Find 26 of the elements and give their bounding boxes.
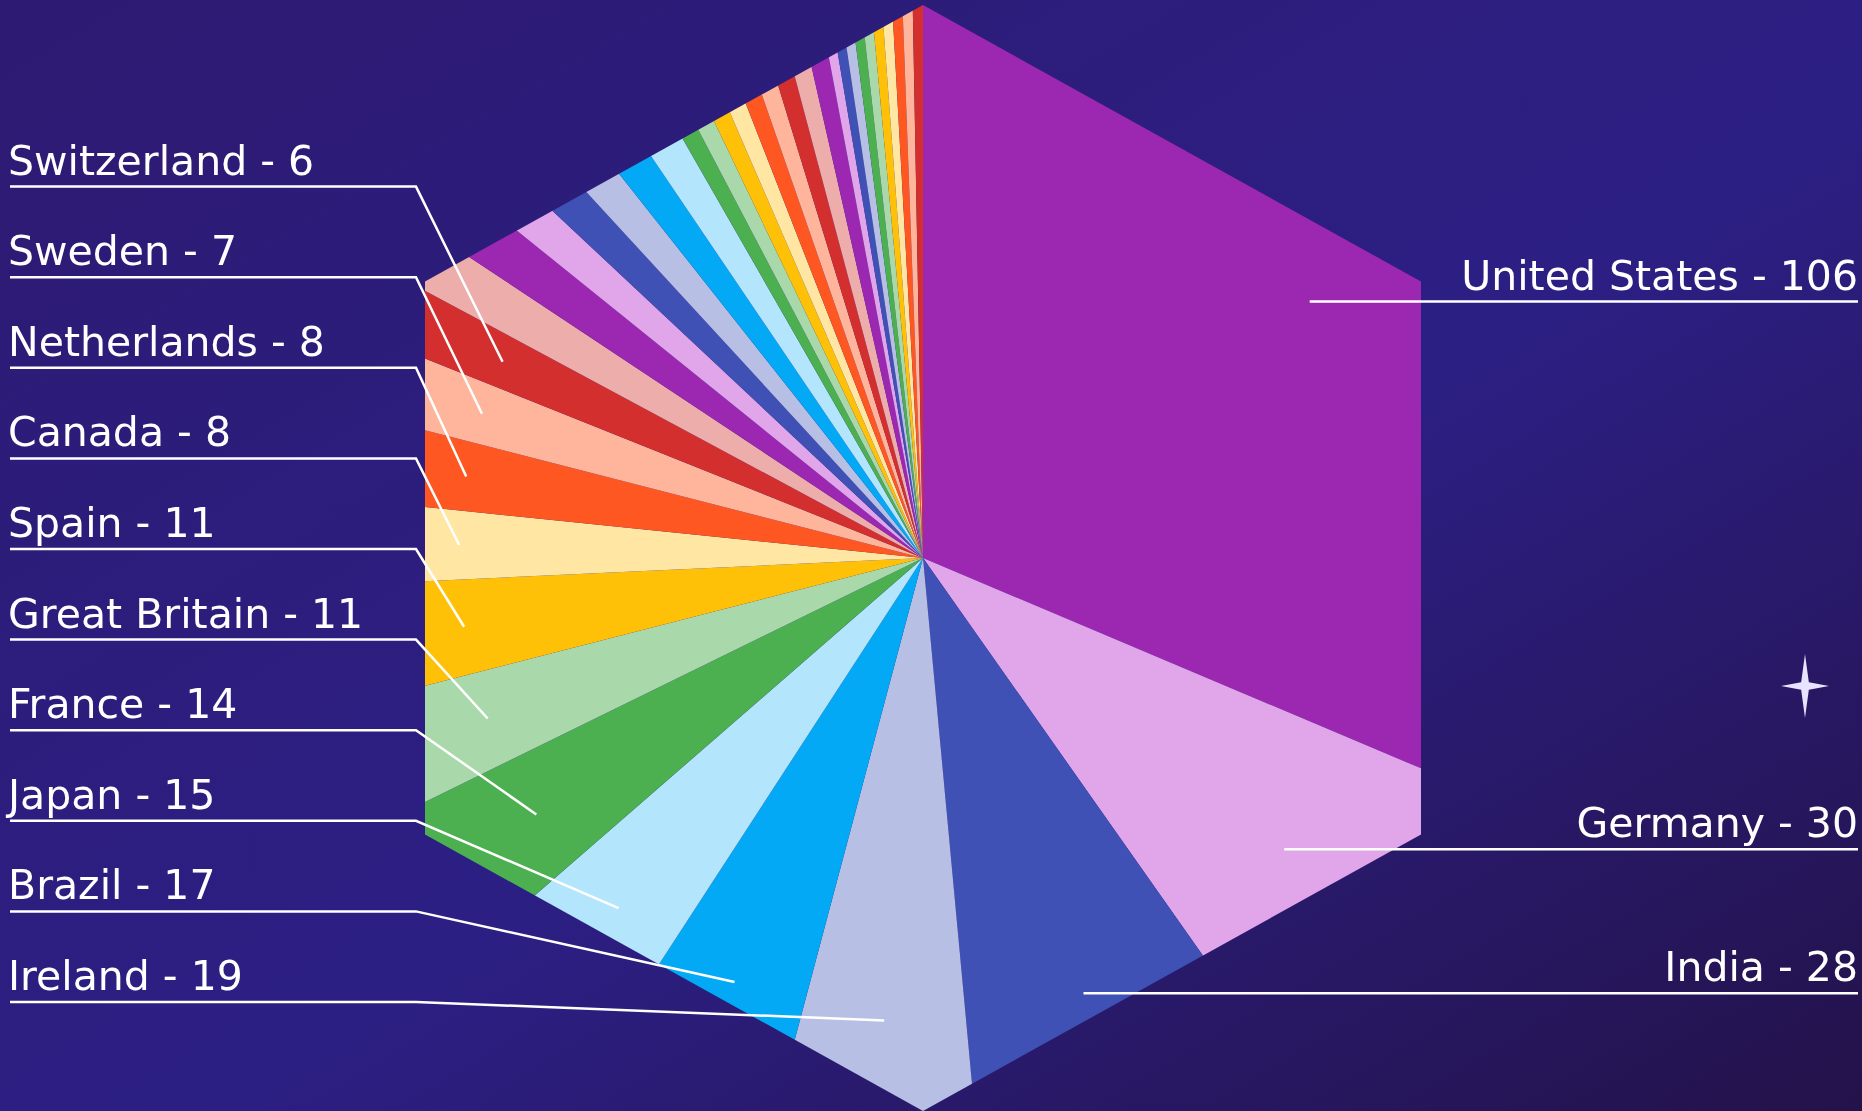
data-label: 19 — [190, 952, 243, 1000]
slice-label: Brazil - — [8, 861, 151, 910]
slice-label: Japan - — [5, 770, 151, 819]
data-label: 7 — [210, 227, 237, 276]
slice-label: Sweden - — [8, 227, 198, 276]
slice-label: United States - — [1461, 251, 1767, 300]
data-label: 6 — [288, 136, 315, 185]
data-label: 8 — [298, 317, 325, 366]
slice-label: Germany - — [1576, 799, 1793, 848]
slice-label: Ireland - — [8, 952, 178, 1000]
slice-label: France - — [8, 680, 173, 729]
data-label: 17 — [163, 861, 216, 910]
slice-label: India - — [1664, 943, 1793, 992]
data-label: 106 — [1779, 251, 1858, 300]
slice-label: Great Britain - — [8, 589, 298, 638]
data-label: 15 — [163, 770, 216, 819]
data-label: 11 — [163, 499, 216, 547]
data-label: 8 — [204, 408, 231, 457]
data-label: 30 — [1805, 799, 1858, 848]
data-label: 28 — [1805, 943, 1858, 992]
slice-label: Netherlands - — [8, 317, 286, 366]
data-label: 14 — [185, 680, 238, 729]
slice-label: Switzerland - — [8, 136, 275, 185]
slice-label: Canada - — [8, 408, 192, 457]
data-label: 11 — [311, 589, 364, 638]
slice-label: Spain - — [8, 499, 151, 547]
